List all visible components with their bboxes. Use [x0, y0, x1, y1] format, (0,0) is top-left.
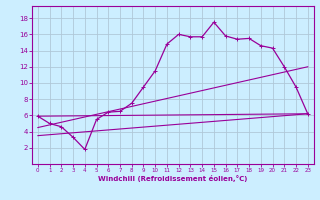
- X-axis label: Windchill (Refroidissement éolien,°C): Windchill (Refroidissement éolien,°C): [98, 175, 247, 182]
